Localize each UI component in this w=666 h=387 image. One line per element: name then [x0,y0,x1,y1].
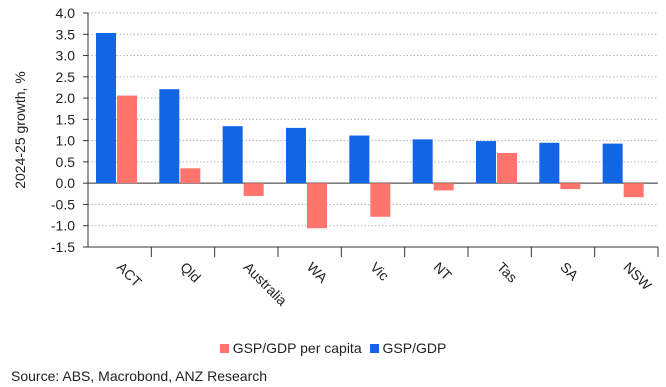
y-tick-label: -1.5 [51,239,75,255]
bar-gsp-gdp-wa[interactable] [286,127,306,184]
y-tick-label: 1.5 [56,111,76,127]
bar-gsp-gdp-per-capita-vic[interactable] [370,183,391,217]
y-tick-label: -1.0 [51,218,75,234]
bar-gsp-gdp-per-capita-nsw[interactable] [623,183,644,198]
bar-gsp-gdp-per-capita-australia[interactable] [243,183,264,196]
bar-gsp-gdp-vic[interactable] [349,135,370,184]
x-tick-label: WA [304,259,331,286]
y-tick-label: 2.0 [56,90,76,106]
bar-gsp-gdp-per-capita-wa[interactable] [307,183,327,229]
y-tick-label: 4.0 [56,5,76,21]
legend-item-per-capita[interactable]: GSP/GDP per capita [219,340,362,356]
bar-chart: 4.0 3.5 3.0 2.5 2.0 1.5 1.0 0.5 0.0 -0.5 -1.0 -1.5 A… [12,5,659,309]
x-tick-label: Qld [177,259,204,286]
y-tick-label: 3.5 [56,26,76,42]
legend-swatch-per-capita [219,344,229,353]
legend-swatch-gsp [369,344,379,353]
bar-gsp-gdp-per-capita-qld[interactable] [180,168,201,184]
x-tick-label: Tas [494,259,521,286]
bar-gsp-gdp-australia[interactable] [222,126,243,184]
y-tick-label: 2.5 [56,69,76,85]
bar-gsp-gdp-per-capita-tas[interactable] [497,152,517,184]
y-tick-label: 0.5 [56,154,76,170]
y-tick-label: 3.0 [56,48,76,64]
bars [96,32,644,229]
x-tick-label: ACT [114,259,145,290]
bar-gsp-gdp-per-capita-sa[interactable] [560,183,581,190]
bar-gsp-gdp-act[interactable] [96,32,116,184]
source-note: Source: ABS, Macrobond, ANZ Research [11,368,268,384]
y-tick-label: -0.5 [51,196,75,212]
x-tick-label: Vic [367,259,392,284]
legend-label-gsp: GSP/GDP [382,340,447,356]
y-tick-label: 1.0 [56,133,76,149]
x-tick-label: NSW [621,259,656,294]
legend: GSP/GDP per capita GSP/GDP [0,340,666,356]
y-axis-title: 2024-25 growth, % [12,71,28,189]
y-tick-label: 0.0 [56,175,76,191]
bar-gsp-gdp-nsw[interactable] [602,143,623,184]
bar-gsp-gdp-tas[interactable] [476,141,496,184]
x-tick-label: SA [557,259,582,284]
bar-gsp-gdp-nt[interactable] [412,139,433,184]
legend-item-gsp[interactable]: GSP/GDP [369,340,447,356]
legend-label-per-capita: GSP/GDP per capita [232,340,362,356]
bar-gsp-gdp-per-capita-nt[interactable] [433,183,454,191]
bar-gsp-gdp-sa[interactable] [539,142,560,184]
bar-gsp-gdp-per-capita-act[interactable] [117,95,137,184]
bar-gsp-gdp-qld[interactable] [159,89,180,184]
x-tick-label: Australia [241,259,291,309]
x-tick-label: NT [431,259,456,284]
